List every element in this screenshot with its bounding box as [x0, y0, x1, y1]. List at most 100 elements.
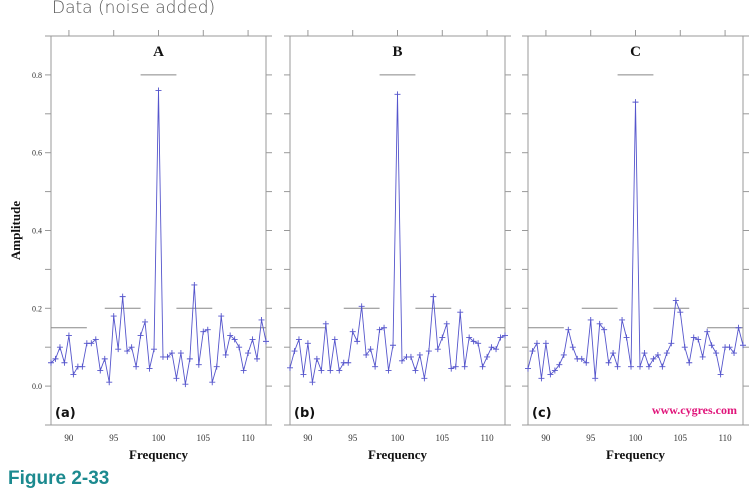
- data-point: [318, 367, 325, 374]
- data-point: [457, 309, 464, 316]
- data-point: [191, 281, 198, 288]
- data-point: [479, 363, 486, 370]
- data-point: [354, 338, 361, 345]
- data-point: [263, 338, 269, 345]
- data-point: [538, 375, 545, 382]
- data-point: [547, 371, 554, 378]
- data-point: [70, 371, 77, 378]
- data-point: [726, 344, 733, 351]
- data-point: [385, 367, 392, 374]
- data-point: [448, 365, 455, 372]
- data-point: [182, 381, 189, 388]
- data-point: [115, 346, 122, 353]
- data-point: [407, 353, 414, 360]
- data-point: [578, 355, 585, 362]
- x-tick-label: 105: [436, 433, 450, 443]
- data-point: [236, 344, 243, 351]
- data-point: [128, 344, 135, 351]
- data-point: [636, 363, 643, 370]
- x-tick-label: 95: [586, 433, 596, 443]
- data-point: [569, 344, 576, 351]
- data-point: [497, 334, 504, 341]
- data-point: [610, 350, 617, 357]
- data-point: [663, 350, 670, 357]
- data-point: [336, 367, 343, 374]
- data-point: [376, 326, 383, 333]
- data-point: [502, 332, 508, 339]
- data-point: [556, 361, 563, 368]
- data-point: [533, 340, 540, 347]
- data-point: [412, 367, 419, 374]
- x-tick-label: 110: [480, 433, 494, 443]
- data-point: [713, 350, 720, 357]
- data-point: [164, 353, 171, 360]
- data-point: [695, 336, 702, 343]
- data-point: [443, 320, 450, 327]
- panel-title: C: [630, 44, 641, 60]
- series-line: [527, 102, 744, 379]
- data-point: [254, 355, 261, 362]
- data-point: [484, 353, 491, 360]
- y-tick-label: 0.2: [32, 304, 42, 313]
- data-point: [430, 293, 437, 300]
- data-point: [186, 355, 193, 362]
- x-tick-label: 95: [348, 433, 358, 443]
- series-line: [50, 90, 267, 385]
- data-point: [731, 350, 738, 357]
- x-tick-label: 100: [391, 433, 405, 443]
- data-point: [668, 340, 675, 347]
- data-point: [227, 332, 234, 339]
- data-point: [708, 342, 715, 349]
- data-point: [137, 332, 144, 339]
- data-point: [222, 351, 229, 358]
- data-point: [641, 350, 648, 357]
- data-point: [173, 375, 180, 382]
- y-tick-label: 0.8: [32, 71, 42, 80]
- panel-label: (c): [532, 406, 552, 421]
- x-tick-label: 100: [152, 433, 166, 443]
- data-point: [466, 334, 473, 341]
- data-point: [416, 351, 423, 358]
- data-point: [587, 316, 594, 323]
- data-point: [632, 99, 639, 106]
- x-tick-label: 105: [674, 433, 688, 443]
- y-tick-label: 0.6: [32, 149, 42, 158]
- data-point: [142, 318, 149, 325]
- plot-frame: [527, 35, 744, 426]
- panel-label: (a): [55, 406, 76, 421]
- data-point: [92, 336, 99, 343]
- panel-label: (b): [294, 406, 315, 421]
- data-point: [177, 350, 184, 357]
- data-point: [542, 340, 549, 347]
- data-point: [213, 363, 220, 370]
- x-tick-label: 105: [197, 433, 211, 443]
- figure-label: Figure 2-33: [8, 468, 110, 489]
- data-point: [475, 340, 482, 347]
- data-point: [240, 367, 247, 374]
- data-point: [592, 375, 599, 382]
- data-point: [287, 364, 293, 371]
- data-point: [686, 359, 693, 366]
- data-point: [101, 355, 108, 362]
- data-point: [596, 320, 603, 327]
- data-point: [381, 324, 388, 331]
- data-point: [65, 332, 72, 339]
- data-point: [209, 379, 216, 386]
- data-point: [61, 359, 68, 366]
- data-point: [56, 344, 63, 351]
- watermark: www.cygres.com: [652, 403, 737, 417]
- data-point: [231, 336, 238, 343]
- series-line: [289, 94, 506, 383]
- data-point: [133, 363, 140, 370]
- data-point: [583, 359, 590, 366]
- data-point: [155, 87, 162, 94]
- data-point: [650, 355, 657, 362]
- data-point: [322, 320, 329, 327]
- data-point: [439, 334, 446, 341]
- panel-title: A: [153, 44, 164, 60]
- data-point: [659, 363, 666, 370]
- data-point: [394, 91, 401, 98]
- data-point: [204, 326, 211, 333]
- data-point: [245, 350, 252, 357]
